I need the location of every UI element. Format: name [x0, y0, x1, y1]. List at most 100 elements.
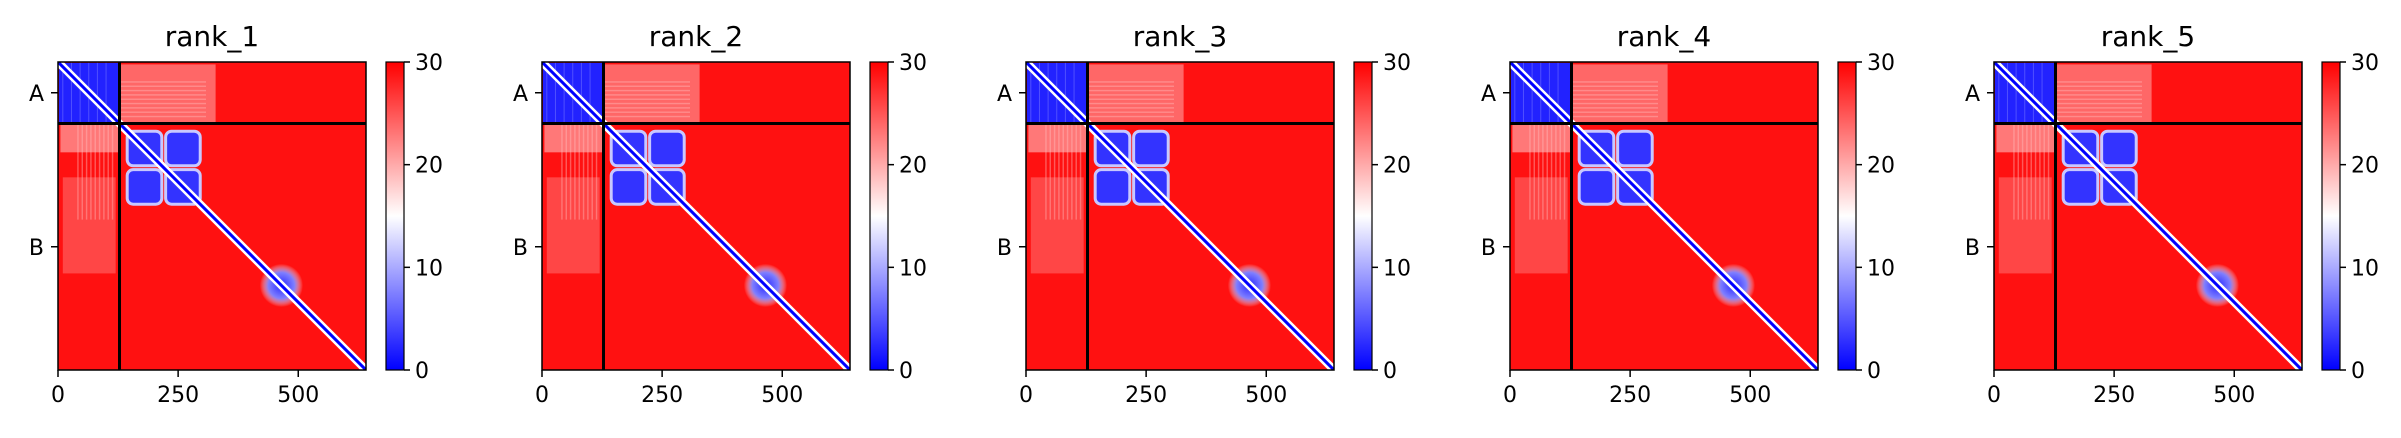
- colorbar-tick-label: 20: [1383, 154, 1411, 179]
- heatmap-stripe: [103, 123, 105, 220]
- heatmap-1: [58, 62, 366, 370]
- chain-label: B: [29, 236, 44, 261]
- low-error-block: [125, 168, 164, 206]
- heatmap-stripe: [1071, 123, 1073, 220]
- x-tick-label: 250: [641, 383, 683, 408]
- heatmap-5: [1994, 62, 2302, 370]
- diagonal-line: [58, 62, 366, 370]
- heatmap-patch: [119, 64, 216, 123]
- plot-frame: [1025, 61, 1335, 371]
- heatmap-stripe: [2026, 123, 2028, 220]
- heatmap-patch: [603, 64, 700, 123]
- diagonal-line: [542, 62, 850, 370]
- heatmap-stripe: [2017, 123, 2019, 220]
- heatmap-patch: [2055, 64, 2152, 123]
- heatmap-stripe: [574, 123, 576, 220]
- plot-frame: [541, 61, 851, 371]
- heatmap-stripe: [1058, 123, 1060, 220]
- heatmap-stripe: [1045, 123, 1047, 220]
- plot-frame: [1509, 61, 1819, 371]
- heatmap-patch: [60, 123, 119, 153]
- heatmap-patch: [1996, 123, 2055, 153]
- heatmap-patch: [544, 123, 603, 153]
- chain-label: B: [1481, 236, 1496, 261]
- diagonal-line: [1026, 62, 1334, 370]
- colorbar-tick-label: 0: [899, 359, 913, 384]
- panel-title: rank_3: [1133, 20, 1227, 53]
- heatmap-stripe: [1066, 123, 1069, 220]
- colorbar-tick-label: 0: [2351, 359, 2365, 384]
- panel-title: rank_1: [165, 20, 259, 53]
- chain-label: B: [997, 236, 1012, 261]
- colorbar-tick-label: 30: [1383, 51, 1411, 76]
- colorbar-tick-label: 20: [1867, 154, 1895, 179]
- heatmap-stripe: [98, 123, 101, 220]
- heatmap-stripe: [1537, 123, 1540, 220]
- x-tick-label: 250: [1609, 383, 1651, 408]
- heatmap-stripe: [2034, 123, 2037, 220]
- low-error-block: [2100, 129, 2138, 168]
- colorbar-tick-label: 10: [2351, 256, 2379, 281]
- panel-3: rank_3 0 250 500 A B 0 10 20 30: [997, 20, 1411, 408]
- heatmap-stripe: [595, 123, 598, 220]
- heatmap-stripe: [2030, 123, 2032, 220]
- colorbar: [1353, 61, 1373, 371]
- colorbar-tick-label: 0: [1383, 359, 1397, 384]
- diagonal-line: [1510, 62, 1818, 370]
- heatmap-patch: [1087, 64, 1184, 123]
- heatmap-stripe: [107, 123, 109, 220]
- colorbar-tick-label: 0: [415, 359, 429, 384]
- chain-label: A: [513, 82, 528, 107]
- heatmap-stripe: [1546, 123, 1548, 220]
- panel-2: rank_2 0 250 500 A B 0 10 20 30: [513, 20, 927, 408]
- diagonal-line: [1994, 62, 2302, 370]
- heatmap-stripe: [1563, 123, 1566, 220]
- heatmap-stripe: [1075, 123, 1077, 220]
- heatmap-stripe: [591, 123, 593, 220]
- heatmap-stripe: [2039, 123, 2041, 220]
- heatmap-stripe: [85, 123, 88, 220]
- x-tick-label: 0: [1503, 383, 1517, 408]
- heatmap-patch: [546, 177, 600, 274]
- heatmap-2: [542, 62, 850, 370]
- colorbar-tick-label: 20: [2351, 154, 2379, 179]
- x-tick-label: 0: [535, 383, 549, 408]
- heatmap-stripe: [1079, 123, 1082, 220]
- x-tick-label: 500: [1245, 383, 1287, 408]
- heatmap-stripe: [565, 123, 567, 220]
- x-tick-label: 500: [2213, 383, 2255, 408]
- heatmap-stripe: [1559, 123, 1561, 220]
- heatmap-stripe: [111, 123, 114, 220]
- x-tick-label: 0: [51, 383, 65, 408]
- colorbar-tick-label: 0: [1867, 359, 1881, 384]
- heatmap-patch: [62, 177, 116, 274]
- chain-label: A: [1965, 82, 1980, 107]
- chain-label: A: [29, 82, 44, 107]
- heatmap-stripe: [1542, 123, 1544, 220]
- heatmap-stripe: [1550, 123, 1553, 220]
- x-tick-label: 0: [1019, 383, 1033, 408]
- heatmap-stripe: [1049, 123, 1051, 220]
- heatmap-stripe: [90, 123, 92, 220]
- heatmap-stripe: [2043, 123, 2045, 220]
- heatmap-stripe: [569, 123, 572, 220]
- panel-5: rank_5 0 250 500 A B 0 10 20 30: [1965, 20, 2379, 408]
- low-error-block: [1093, 168, 1132, 206]
- x-tick-label: 250: [1125, 383, 1167, 408]
- x-tick-label: 500: [277, 383, 319, 408]
- x-tick-label: 500: [761, 383, 803, 408]
- heatmap-patch: [1514, 177, 1568, 274]
- panel-title: rank_5: [2101, 20, 2195, 53]
- low-error-block: [609, 168, 648, 206]
- low-error-block: [1616, 129, 1654, 168]
- x-tick-label: 0: [1987, 383, 2001, 408]
- colorbar-tick-label: 10: [415, 256, 443, 281]
- plot-frame: [57, 61, 367, 371]
- colorbar: [1837, 61, 1857, 371]
- heatmap-stripe: [1555, 123, 1557, 220]
- panel-title: rank_2: [649, 20, 743, 53]
- heatmap-stripe: [94, 123, 96, 220]
- colorbar: [2321, 61, 2341, 371]
- low-error-block: [648, 129, 686, 168]
